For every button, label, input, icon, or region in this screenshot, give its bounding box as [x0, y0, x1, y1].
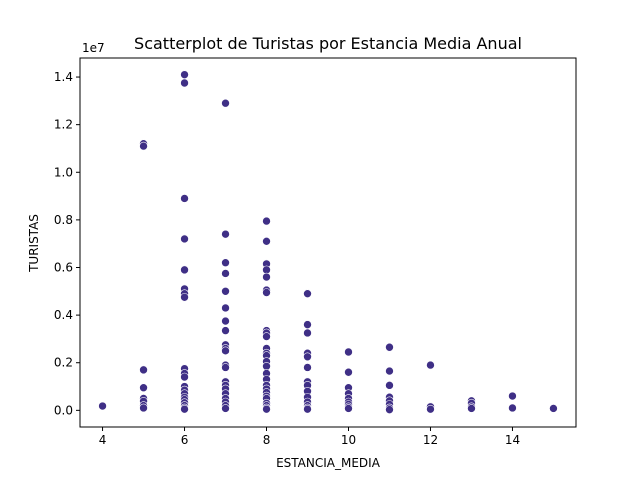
data-point — [221, 98, 230, 108]
data-point — [344, 404, 353, 413]
y-tick-label: 0.4 — [54, 308, 73, 322]
data-point — [262, 216, 271, 226]
data-point — [180, 70, 189, 79]
data-point — [344, 367, 353, 377]
data-point — [180, 194, 189, 203]
data-point — [385, 342, 394, 352]
data-point — [303, 352, 312, 362]
data-points — [98, 70, 558, 414]
data-point — [98, 401, 107, 411]
x-tick-label: 12 — [423, 433, 438, 447]
data-point — [221, 229, 230, 239]
data-point — [549, 404, 558, 413]
y-tick-label: 0.2 — [54, 356, 73, 370]
data-point — [262, 332, 271, 341]
data-point — [262, 272, 271, 282]
x-tick-label: 6 — [181, 433, 189, 447]
data-point — [180, 234, 189, 244]
data-point — [221, 258, 230, 268]
data-point — [262, 265, 271, 275]
data-point — [180, 265, 189, 275]
data-point — [221, 269, 230, 278]
data-point — [385, 381, 394, 390]
data-point — [385, 366, 394, 376]
data-point — [508, 403, 517, 413]
data-point — [221, 363, 230, 372]
x-tick-label: 14 — [505, 433, 520, 447]
y-tick-label: 0.6 — [54, 260, 73, 274]
y-offset-label: 1e7 — [82, 41, 105, 55]
plot-frame — [79, 57, 577, 428]
data-point — [508, 391, 517, 401]
data-point — [303, 320, 312, 329]
data-point — [262, 404, 271, 414]
data-point — [221, 346, 230, 356]
data-point — [221, 303, 230, 313]
data-point — [303, 328, 312, 338]
data-point — [262, 237, 271, 246]
data-point — [385, 405, 394, 414]
data-point — [467, 404, 476, 413]
x-axis-label: ESTANCIA_MEDIA — [276, 456, 381, 470]
data-point — [180, 404, 189, 414]
y-axis-ticks: 0.0 0.2 0.4 0.6 0.8 1.0 1.2 1.4 — [54, 70, 80, 417]
data-point — [262, 361, 271, 371]
x-axis-ticks: 4 6 8 10 12 14 — [99, 427, 520, 447]
y-tick-label: 0.0 — [54, 403, 73, 417]
y-tick-label: 0.8 — [54, 213, 73, 227]
x-tick-label: 10 — [341, 433, 356, 447]
data-point — [426, 404, 435, 414]
y-tick-label: 1.0 — [54, 165, 73, 179]
data-point — [426, 360, 435, 370]
y-tick-label: 1.4 — [54, 70, 73, 84]
data-point — [139, 403, 148, 413]
data-point — [139, 141, 148, 151]
data-point — [139, 383, 148, 393]
x-tick-label: 4 — [99, 433, 107, 447]
data-point — [303, 363, 312, 372]
data-point — [180, 292, 189, 302]
data-point — [180, 78, 189, 88]
data-point — [221, 404, 230, 413]
data-point — [221, 287, 230, 296]
data-point — [303, 289, 312, 298]
y-tick-label: 1.2 — [54, 118, 73, 132]
y-axis-label: TURISTAS — [27, 214, 41, 273]
data-point — [344, 347, 353, 357]
chart-title: Scatterplot de Turistas por Estancia Med… — [134, 34, 522, 53]
data-point — [221, 326, 230, 335]
data-point — [262, 288, 271, 297]
data-point — [303, 404, 312, 414]
data-point — [221, 316, 230, 326]
data-point — [139, 365, 148, 375]
data-point — [180, 372, 189, 382]
x-tick-label: 8 — [263, 433, 271, 447]
